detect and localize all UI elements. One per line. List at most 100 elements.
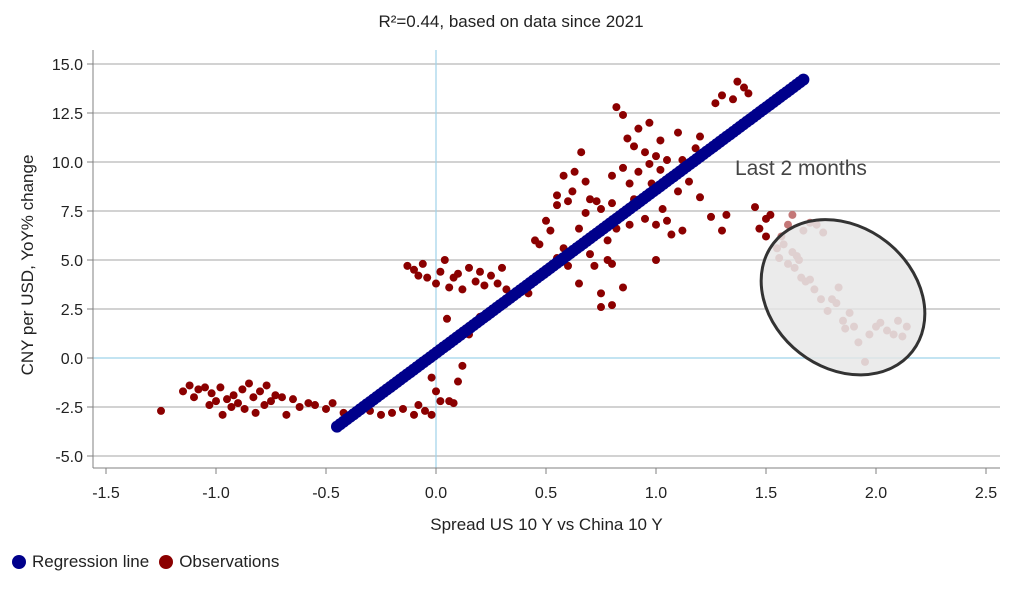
observation-point (399, 404, 407, 413)
observation-point (577, 148, 586, 157)
observation-point (421, 406, 429, 415)
observation-point (432, 279, 440, 288)
observation-point (663, 156, 671, 165)
observation-point (535, 240, 544, 249)
y-tick-label: -5.0 (55, 449, 83, 466)
observation-point (256, 387, 264, 396)
recent-observation-point (784, 220, 792, 229)
observation-point (674, 128, 682, 137)
observation-point (597, 205, 605, 214)
observation-point (553, 201, 561, 210)
observation-point (581, 177, 590, 186)
observation-point (603, 236, 612, 245)
observation-point (608, 171, 616, 180)
observation-point (227, 403, 236, 411)
observation-point (427, 373, 436, 382)
observation-point (205, 401, 214, 410)
observation-point (630, 142, 638, 151)
observation-point (634, 167, 643, 176)
observation-point (229, 391, 238, 400)
observation-point (755, 224, 764, 233)
observation-point (445, 283, 454, 292)
observation-point (157, 406, 165, 415)
observation-point (711, 99, 720, 108)
observation-point (465, 263, 473, 272)
observation-point (751, 203, 759, 212)
observation-point (623, 134, 632, 143)
observation-point (185, 381, 194, 390)
observation-point (260, 401, 269, 410)
observation-point (414, 271, 423, 280)
y-tick-label: 10.0 (52, 155, 83, 172)
legend-item-regression[interactable]: Regression line (12, 552, 149, 572)
annotation-label: Last 2 months (735, 157, 867, 180)
observation-point (418, 259, 427, 268)
y-tick-label: 2.5 (61, 302, 83, 319)
observation-point (586, 195, 594, 204)
x-tick-label: -1.0 (202, 485, 230, 502)
observation-point (570, 167, 579, 176)
observation-point (608, 301, 616, 310)
observation-point (445, 397, 454, 406)
observation-point (454, 377, 462, 386)
y-tick-label: 5.0 (61, 253, 83, 270)
observation-point (762, 232, 770, 241)
observation-point (597, 289, 605, 298)
observation-point (476, 267, 484, 276)
observation-point (414, 401, 423, 410)
observation-point (696, 193, 704, 202)
observation-point (498, 263, 506, 272)
observation-point (311, 401, 319, 410)
observation-point (403, 261, 412, 270)
observation-point (625, 179, 634, 188)
observation-point (685, 177, 693, 186)
observation-point (722, 210, 731, 219)
observation-point (656, 136, 665, 145)
observation-point (245, 379, 253, 388)
observation-point (652, 220, 660, 229)
observation-point (322, 404, 330, 413)
regression-points (331, 73, 810, 433)
observation-point (440, 256, 449, 264)
y-tick-label: 15.0 (52, 57, 83, 74)
observation-point (718, 91, 726, 100)
observation-point (652, 152, 660, 161)
observation-point (432, 387, 440, 396)
observation-point (667, 230, 676, 239)
x-tick-label: 2.5 (975, 485, 997, 502)
observation-point (238, 385, 247, 394)
observation-point (542, 216, 550, 225)
legend-label-observations: Observations (179, 552, 280, 571)
regression-point (797, 73, 810, 86)
observation-point (328, 399, 337, 408)
x-tick-label: -0.5 (312, 485, 340, 502)
observation-point (678, 226, 687, 235)
observation-point (575, 279, 583, 288)
observation-point (674, 187, 682, 196)
y-tick-label: 12.5 (52, 106, 83, 123)
observation-point (744, 89, 753, 98)
observation-point (608, 259, 616, 268)
observation-point (262, 381, 271, 390)
observation-point (553, 191, 561, 200)
observation-point (581, 208, 590, 217)
observation-point (304, 399, 313, 408)
observation-point (546, 226, 555, 235)
observation-point (410, 410, 418, 419)
observation-point (590, 261, 599, 270)
observation-point (718, 226, 726, 235)
observation-point (592, 197, 601, 206)
y-tick-label: -2.5 (55, 400, 83, 417)
observation-point (641, 214, 649, 223)
observation-point (295, 403, 304, 411)
chart-title: R²=0.44, based on data since 2021 (378, 12, 644, 31)
observation-point (645, 118, 654, 127)
observation-point (249, 393, 258, 402)
observation-point (388, 408, 396, 417)
legend-item-observations[interactable]: Observations (159, 552, 279, 572)
observation-point (194, 385, 203, 394)
x-tick-label: 1.5 (755, 485, 777, 502)
observation-point (377, 410, 385, 419)
observation-point (443, 314, 451, 323)
observation-point (480, 281, 489, 290)
